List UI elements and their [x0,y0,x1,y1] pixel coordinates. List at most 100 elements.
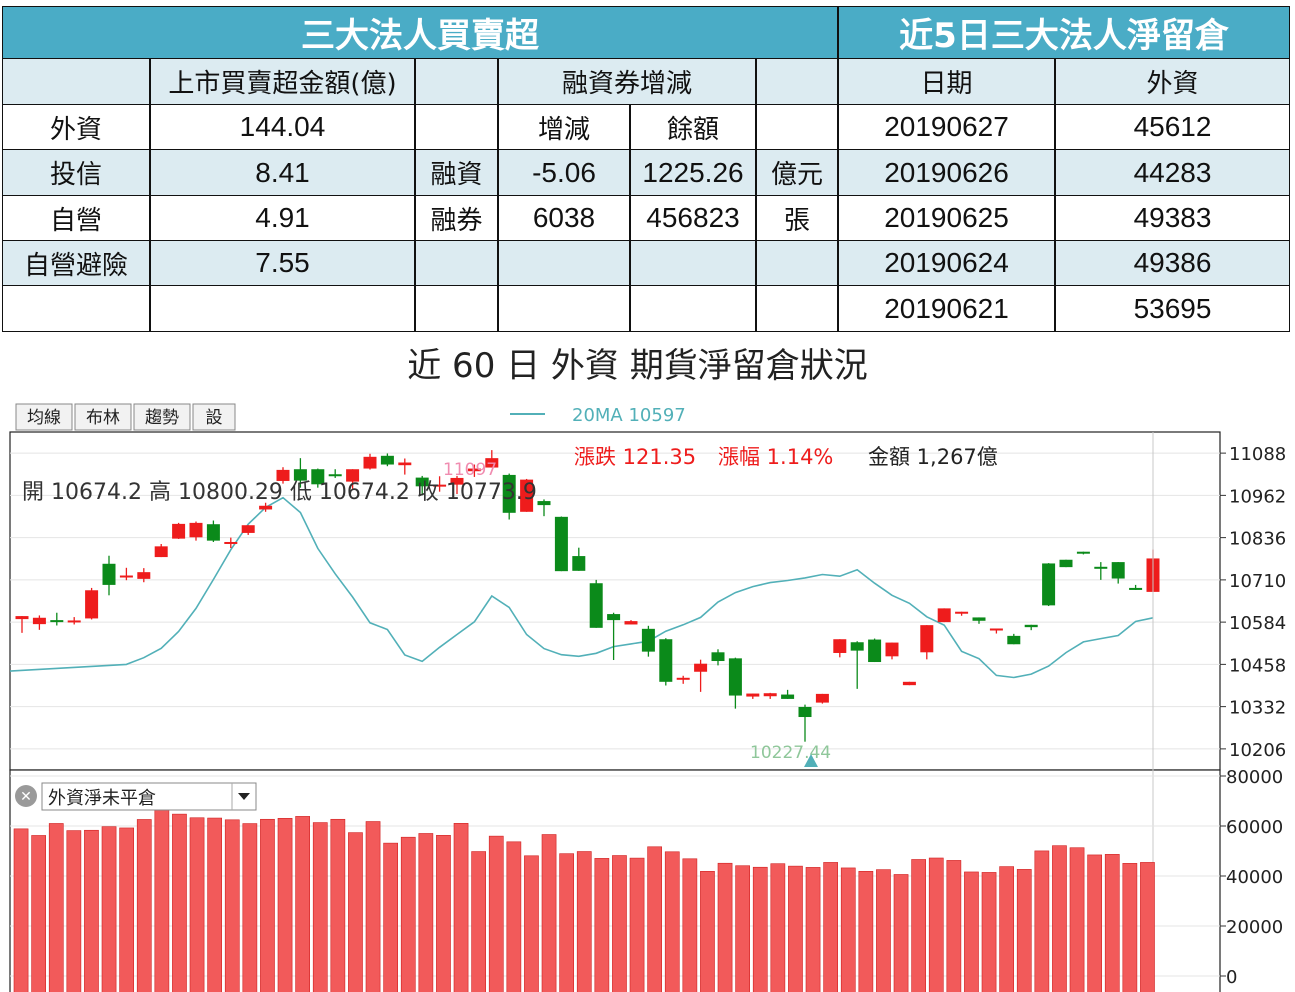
sub-header-balance: 餘額 [630,104,756,150]
candle-body [1129,587,1143,590]
candle-body [728,658,742,696]
candle-body [311,469,325,485]
high-annotation: 11097 [443,460,497,480]
candle-body [589,583,603,628]
open-interest-bar [840,867,856,992]
trend-button[interactable] [133,403,191,431]
volume-tick-label: 80000 [1226,767,1283,788]
candle-body [67,620,81,623]
close-icon[interactable] [15,785,37,807]
open-interest-bar [119,827,134,992]
candle-body [694,663,708,672]
open-interest-bar [172,813,187,992]
row-margin-unit: 億元 [756,149,838,196]
open-interest-bar [418,833,434,992]
candle-body [380,455,394,465]
open-interest-bar [101,826,117,992]
open-interest-bar [436,835,451,992]
open-interest-bar [1034,850,1050,992]
stock-chart: 均線 布林 趨勢 設 11088 10962 10836 10710 10584 10458 103… [9,403,1286,992]
row-margin-name [415,240,498,286]
row-name [2,285,150,332]
bollinger-button-label: 布林 [86,408,120,428]
turnover-amount: 金額 1,267億 [868,445,998,469]
price-tick-label: 10710 [1229,571,1286,592]
settings-button[interactable] [192,403,236,431]
candle-body [989,628,1003,631]
open-interest-bar [946,860,962,992]
low-annotation: 10227.44 [750,743,831,763]
open-interest-bar [1069,847,1085,992]
open-interest-bar [770,863,786,992]
candle-body [259,505,273,510]
row-date: 20190624 [838,240,1055,286]
candle-body [50,620,64,623]
right-table-title: 近5日三大法人淨留倉 [838,6,1290,59]
open-interest-bar [383,842,399,992]
header-margin: 融資券增減 [498,58,756,105]
open-interest-bar [541,834,557,992]
ma-button[interactable] [15,403,73,431]
row-margin-balance: 1225.26 [630,149,756,196]
row-name: 自營 [2,195,150,241]
candle-body [293,469,307,481]
ohlc-readout: 開 10674.2 高 10800.29 低 10674.2 收 10773.9 [22,480,537,505]
candle-body [433,484,447,487]
ma-button-label: 均線 [27,408,61,428]
open-interest-bar [700,871,715,992]
open-interest-bar [1104,854,1120,992]
open-interest-bar [13,828,29,992]
candle-body [346,469,360,482]
open-interest-bar [735,865,750,992]
candle-body [328,474,342,477]
row-margin-name [415,285,498,332]
candle-body [902,681,916,686]
candle-body [398,462,412,466]
candle-body [520,479,534,512]
row-value: 144.04 [150,104,415,150]
candle-body [1111,562,1125,579]
sub-header-change: 增減 [498,104,630,150]
open-interest-bar [224,819,240,992]
row-margin-change [498,285,630,332]
candle-body [885,642,899,657]
candle-body [467,468,481,472]
open-interest-bar [330,818,346,992]
indicator-select[interactable] [41,782,257,811]
indicator-select-value: 外資淨未平倉 [48,788,156,809]
row-value [150,285,415,332]
open-interest-bar [876,869,891,992]
candle-body [815,693,829,703]
candle-body [937,608,951,623]
candle-body [85,590,99,619]
open-interest-bar [893,874,909,992]
row-name: 自營避險 [2,240,150,286]
open-interest-bar [717,862,733,992]
volume-tick-label: 60000 [1226,817,1283,838]
open-interest-bar [858,870,874,992]
candle-body [659,639,673,682]
volume-tick-label: 40000 [1226,867,1283,888]
candle-body [781,694,795,699]
row-margin-change: 6038 [498,195,630,241]
open-interest-bar [348,832,363,992]
candle-body [850,642,864,651]
ma20-line [9,496,1154,679]
open-interest-bar [1087,854,1102,992]
open-interest-bar [805,867,821,992]
open-interest-bar [612,855,627,992]
candle-body [746,693,760,697]
bollinger-button[interactable] [74,403,132,431]
open-interest-bar [84,829,99,992]
candle-body [711,652,725,662]
open-interest-bar [823,862,838,992]
open-interest-bar [66,830,82,992]
header-blank-cell [756,58,838,105]
candle-body [363,456,377,469]
candle-body [1007,635,1021,645]
candle-body [137,572,151,579]
open-interest-bar [1122,863,1138,992]
price-tick-label: 11088 [1229,444,1286,465]
candle-body [450,477,464,485]
open-interest-bar [277,817,293,992]
